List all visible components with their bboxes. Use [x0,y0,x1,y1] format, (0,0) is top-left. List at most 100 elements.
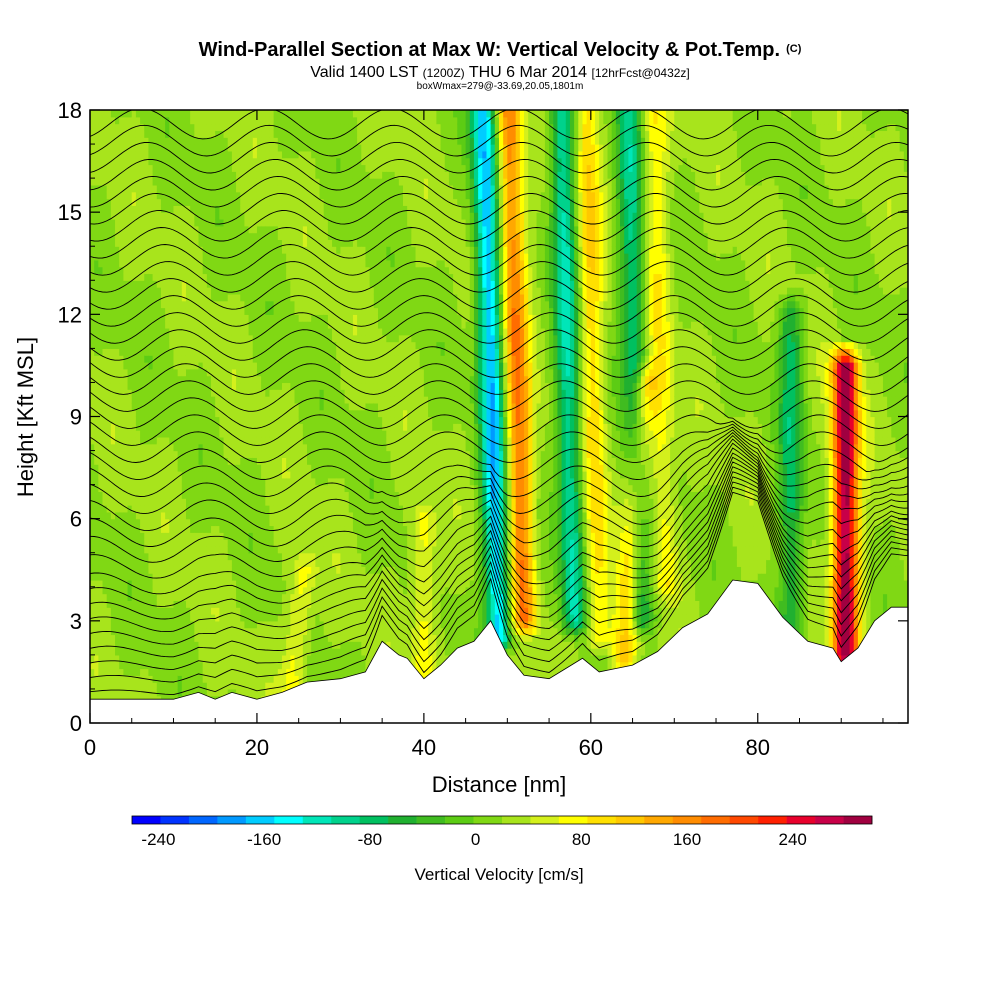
velocity-cell [290,641,296,649]
velocity-cell [290,280,296,288]
velocity-cell [123,396,129,404]
velocity-cell [219,375,225,384]
velocity-cell [227,532,233,540]
velocity-cell [294,375,300,384]
velocity-cell [294,518,300,527]
velocity-cell [194,525,200,533]
velocity-cell [290,668,296,676]
velocity-cell [177,511,183,520]
velocity-cell [102,436,108,445]
velocity-cell [148,314,154,322]
velocity-cell [206,607,212,615]
velocity-cell [110,648,116,656]
velocity-cell [131,586,137,595]
velocity-cell [148,355,154,363]
velocity-cell [131,484,137,493]
velocity-cell [144,627,150,636]
velocity-cell [98,157,104,166]
velocity-cell [148,518,154,527]
velocity-cell [219,634,225,642]
velocity-cell [202,239,208,247]
velocity-cell [290,484,296,493]
velocity-cell [148,280,154,288]
velocity-cell [160,157,166,166]
velocity-cell [211,641,216,649]
velocity-cell [106,232,112,241]
velocity-cell [256,498,262,506]
velocity-cell [286,505,291,513]
velocity-cell [131,525,137,533]
velocity-cell [127,505,133,513]
velocity-cell [127,409,133,418]
velocity-cell [273,137,279,145]
velocity-cell [269,620,275,629]
velocity-cell [265,116,271,125]
velocity-cell [215,232,220,241]
velocity-cell [223,348,229,356]
velocity-cell [185,545,191,554]
velocity-cell [106,130,112,138]
velocity-cell [240,382,246,390]
velocity-cell [156,110,162,118]
velocity-cell [202,327,208,336]
velocity-cell [98,266,104,275]
velocity-cell [127,402,133,411]
velocity-cell [190,321,195,329]
velocity-cell [156,614,162,622]
velocity-cell [277,416,283,424]
velocity-cell [319,470,325,479]
velocity-cell [165,396,170,404]
velocity-cell [215,430,220,438]
velocity-cell [256,300,262,309]
velocity-cell [160,273,166,281]
velocity-cell [106,334,112,343]
velocity-cell [90,144,95,152]
velocity-cell [236,573,241,581]
velocity-cell [98,566,104,574]
velocity-cell [131,396,137,404]
velocity-cell [290,123,296,132]
velocity-cell [223,539,229,547]
velocity-cell [244,579,250,588]
velocity-cell [177,300,183,309]
velocity-cell [277,539,283,547]
velocity-cell [273,470,279,479]
velocity-cell [127,396,133,404]
velocity-cell [181,573,187,581]
velocity-cell [215,205,220,213]
velocity-cell [223,184,229,193]
velocity-cell [227,402,233,411]
velocity-cell [94,116,99,125]
velocity-cell [277,627,283,636]
velocity-cell [90,682,95,690]
velocity-cell [152,586,158,595]
velocity-cell [290,341,296,349]
velocity-cell [185,253,191,261]
velocity-cell [156,130,162,138]
velocity-cell [290,470,296,479]
velocity-cell [135,430,141,438]
velocity-cell [181,334,187,343]
velocity-cell [102,518,108,527]
velocity-cell [115,327,120,336]
velocity-cell [307,362,312,370]
velocity-cell [265,382,271,390]
velocity-cell [140,123,145,132]
velocity-cell [144,327,150,336]
velocity-cell [131,402,137,411]
velocity-cell [202,559,208,567]
velocity-cell [236,457,241,465]
velocity-cell [190,150,195,159]
velocity-cell [110,184,116,193]
velocity-cell [286,130,291,138]
velocity-cell [94,334,99,343]
velocity-cell [252,511,258,520]
velocity-cell [110,341,116,349]
velocity-cell [156,178,162,186]
velocity-cell [302,178,308,186]
velocity-cell [294,634,300,642]
velocity-cell [123,341,129,349]
velocity-cell [298,130,304,138]
velocity-cell [148,423,154,431]
velocity-cell [181,518,187,527]
